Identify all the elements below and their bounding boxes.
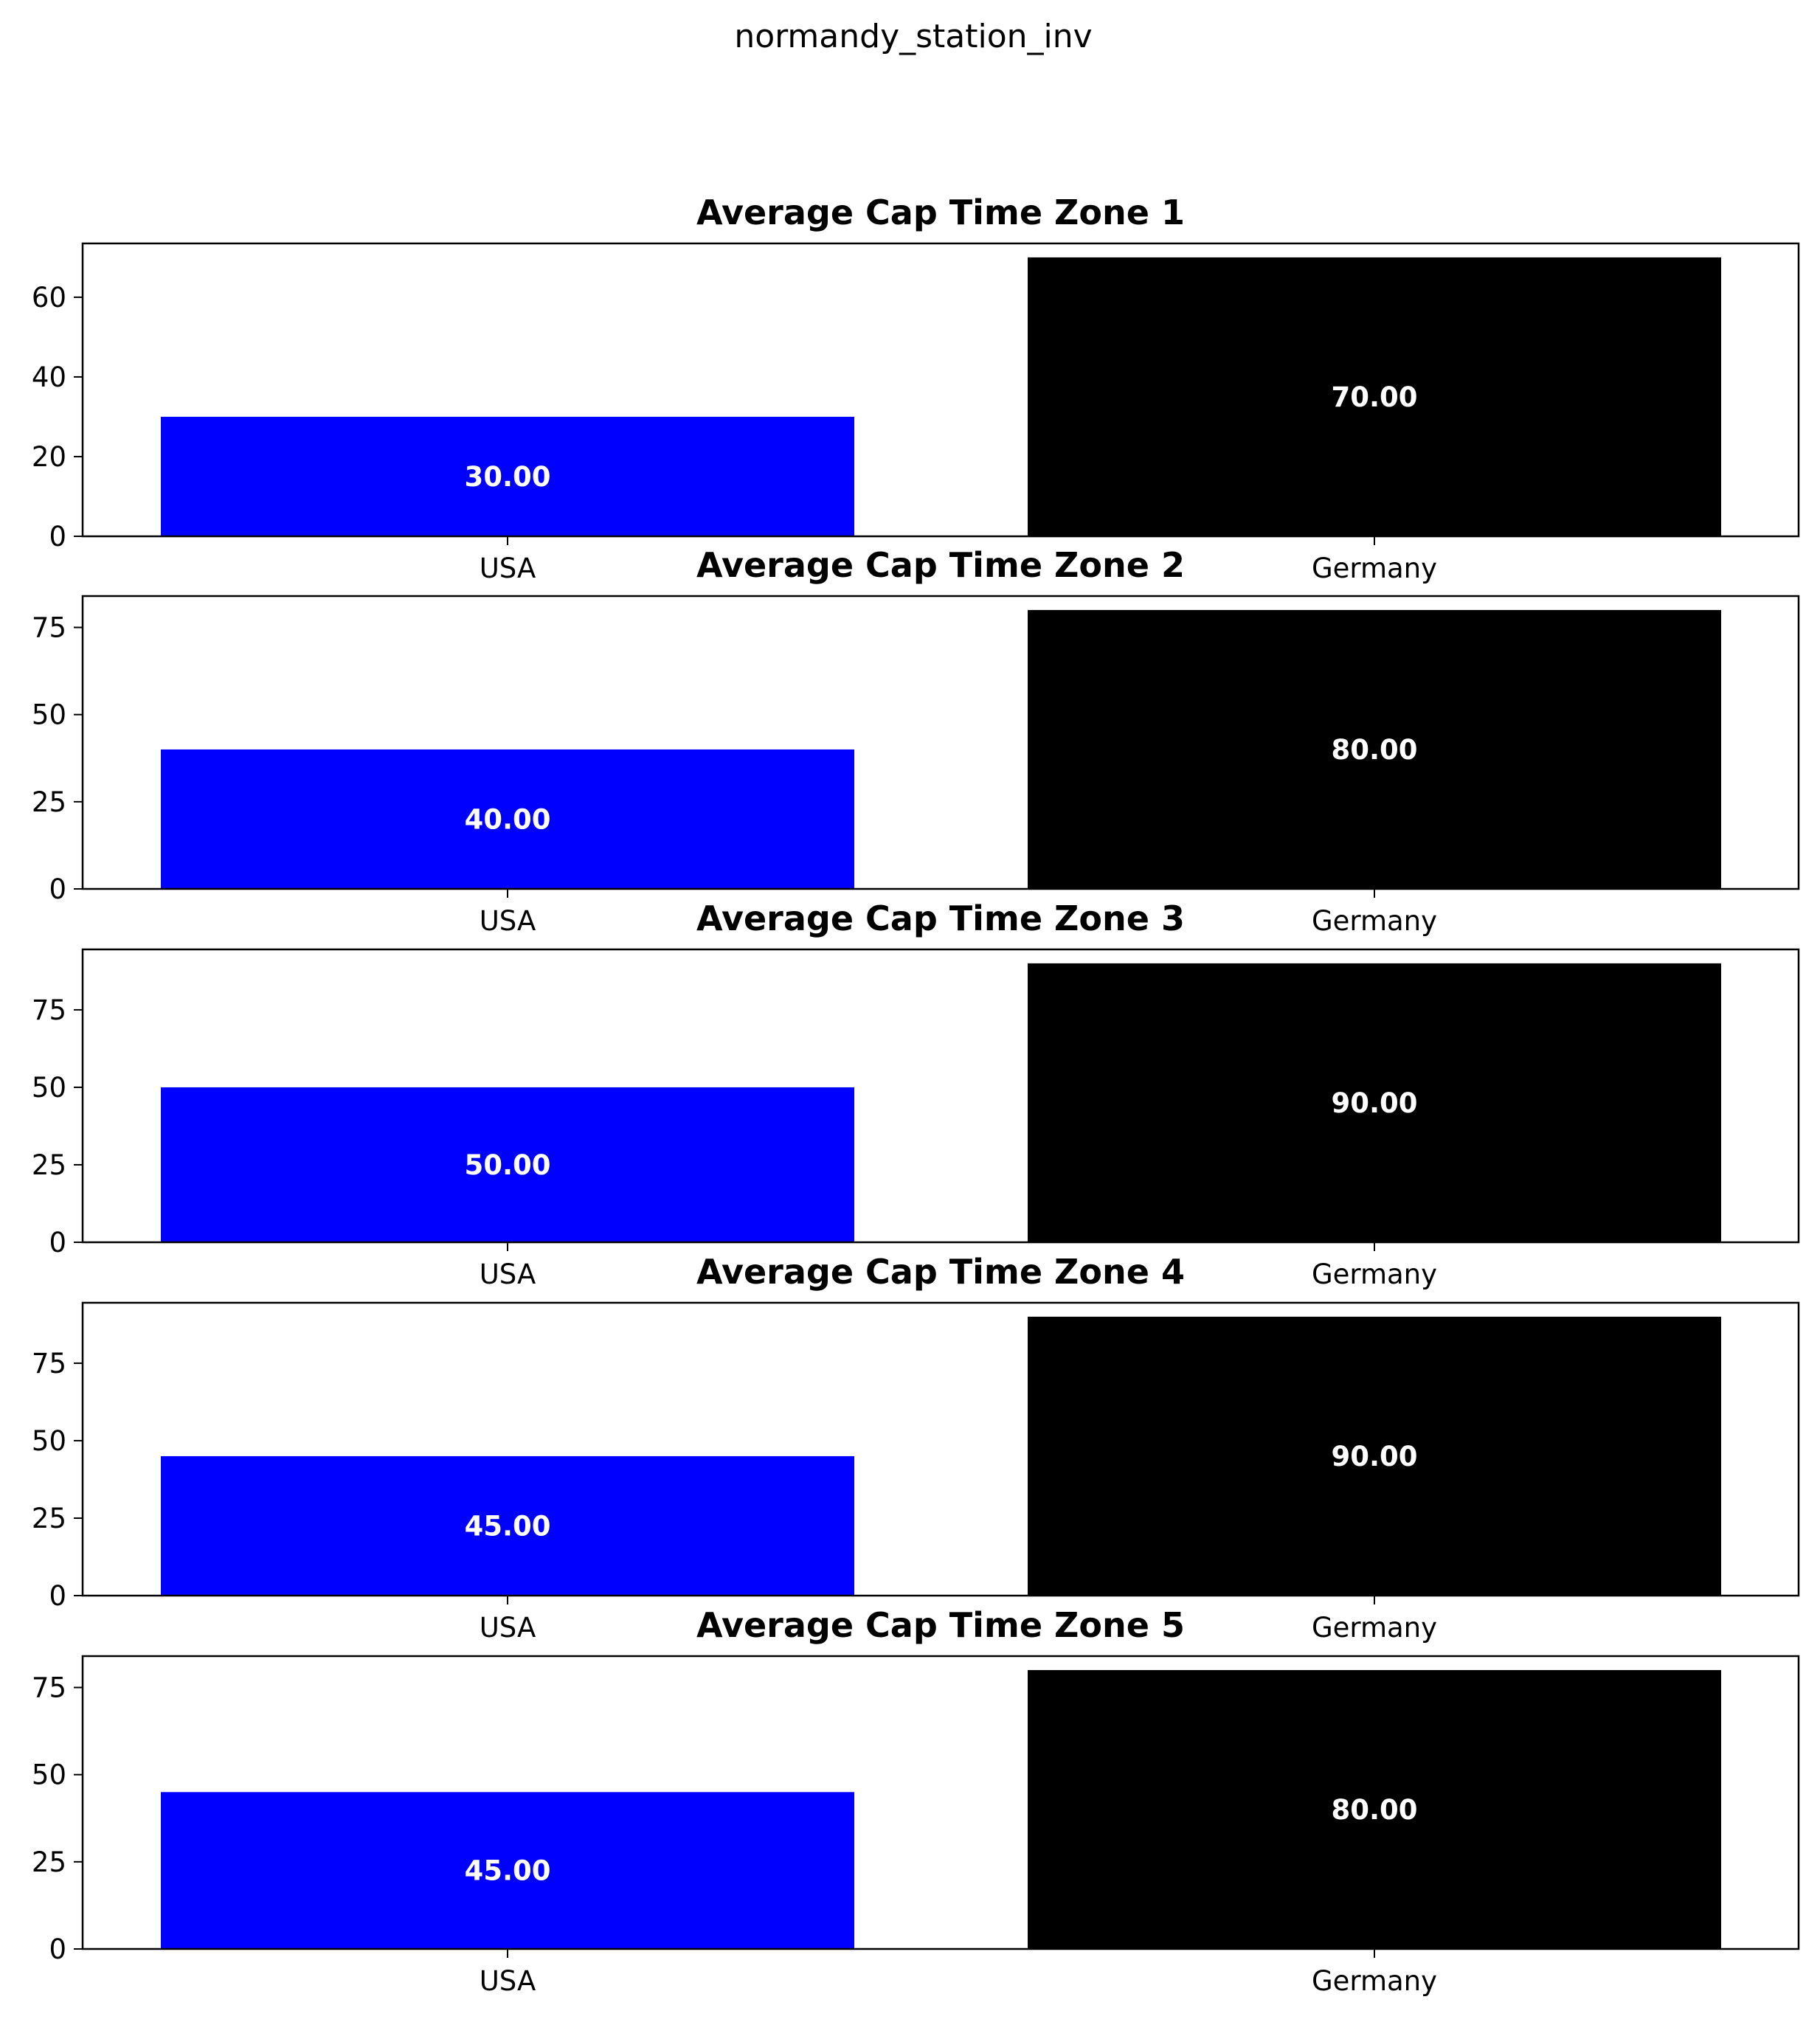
bar-usa (161, 1792, 854, 1949)
subplot-zone-3: 50.00 90.00 0 25 50 75 USA Germany Average Cap T… (32, 899, 1800, 1290)
bar-usa (161, 1455, 854, 1596)
bar-value-label: 90.00 (1331, 1441, 1417, 1472)
bar-value-label: 30.00 (464, 461, 550, 493)
y-tick-label: 60 (32, 282, 66, 314)
bar-value-label: 45.00 (464, 1855, 550, 1887)
y-tick-label: 25 (32, 1503, 66, 1534)
axes-frame (81, 948, 1800, 1244)
x-tick-label: Germany (1312, 1965, 1437, 1997)
bar-germany (1028, 1669, 1721, 1949)
bar-value-label: 45.00 (464, 1510, 550, 1542)
bar-value-label: 90.00 (1331, 1087, 1417, 1119)
bar-value-label: 70.00 (1331, 381, 1417, 413)
subplot-title: Average Cap Time Zone 1 (696, 193, 1185, 232)
x-tick-label: Germany (1312, 1612, 1437, 1644)
bar-germany (1028, 609, 1721, 889)
x-tick-label: USA (480, 1258, 536, 1290)
axes-frame (81, 1301, 1800, 1597)
x-tick-label: USA (480, 905, 536, 937)
y-tick-label: 25 (32, 1846, 66, 1878)
y-tick-label: 20 (32, 441, 66, 473)
y-tick-label: 75 (32, 994, 66, 1026)
axes-frame (81, 1655, 1800, 1950)
y-tick-label: 25 (32, 786, 66, 818)
bar-value-label: 80.00 (1331, 1794, 1417, 1826)
y-tick-label: 25 (32, 1149, 66, 1181)
y-tick-label: 50 (32, 1425, 66, 1457)
x-tick-label: Germany (1312, 1258, 1437, 1290)
subplot-zone-1: 30.00 70.00 0 20 40 60 USA Germany Average Cap T… (32, 193, 1800, 584)
x-tick-label: USA (480, 1612, 536, 1644)
subplot-panels: 30.00 70.00 0 20 40 60 USA Germany Average Cap T… (32, 193, 1800, 1997)
bar-usa (161, 1087, 854, 1242)
subplot-title: Average Cap Time Zone 3 (696, 899, 1185, 938)
figure-title: normandy_station_inv (734, 18, 1092, 55)
y-tick-label: 0 (49, 521, 66, 553)
bar-value-label: 40.00 (464, 803, 550, 835)
y-tick-label: 75 (32, 1672, 66, 1704)
y-tick-label: 0 (49, 1933, 66, 1965)
subplot-zone-5: 45.00 80.00 0 25 50 75 USA Germany Average Cap T… (32, 1605, 1800, 1997)
y-tick-label: 75 (32, 612, 66, 644)
y-tick-label: 40 (32, 361, 66, 393)
x-tick-label: Germany (1312, 905, 1437, 937)
axes-frame (81, 595, 1800, 890)
y-tick-label: 75 (32, 1348, 66, 1379)
subplot-title: Average Cap Time Zone 5 (696, 1605, 1185, 1645)
y-tick-label: 0 (49, 873, 66, 905)
y-tick-label: 50 (32, 1072, 66, 1104)
x-tick-label: USA (480, 1965, 536, 1997)
bar-value-label: 80.00 (1331, 734, 1417, 766)
x-tick-label: USA (480, 553, 536, 584)
subplot-zone-2: 40.00 80.00 0 25 50 75 USA Germany Average Cap T… (32, 545, 1800, 937)
bar-germany (1028, 1316, 1721, 1596)
subplot-title: Average Cap Time Zone 2 (696, 545, 1185, 585)
y-tick-label: 0 (49, 1227, 66, 1258)
y-tick-label: 50 (32, 699, 66, 731)
axes-frame (81, 242, 1800, 538)
subplot-zone-4: 45.00 90.00 0 25 50 75 USA Germany Average Cap T… (32, 1252, 1800, 1644)
x-tick-label: Germany (1312, 553, 1437, 584)
bar-usa (161, 416, 854, 536)
bar-usa (161, 749, 854, 889)
bar-germany (1028, 963, 1721, 1242)
y-tick-label: 0 (49, 1580, 66, 1612)
bar-value-label: 50.00 (464, 1149, 550, 1181)
bar-germany (1028, 257, 1721, 536)
y-tick-label: 50 (32, 1759, 66, 1791)
subplot-title: Average Cap Time Zone 4 (696, 1252, 1185, 1292)
